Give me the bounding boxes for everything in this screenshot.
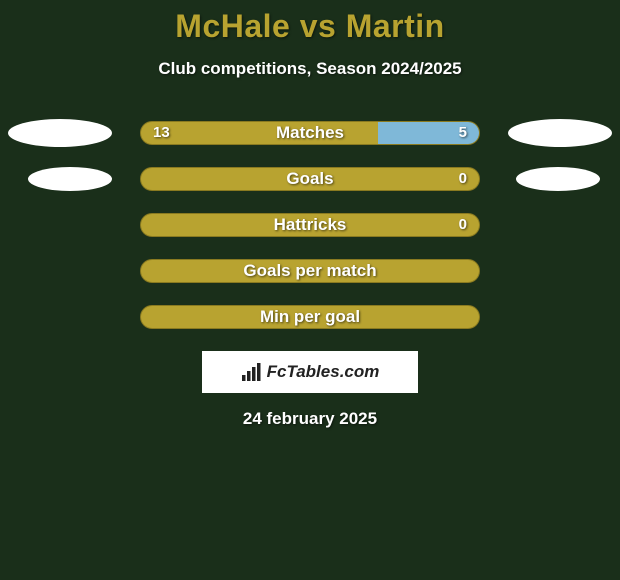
subtitle: Club competitions, Season 2024/2025 [0,59,620,79]
generated-date: 24 february 2025 [0,409,620,429]
stat-row-goals: Goals 0 [0,167,620,191]
source-logo-box: FcTables.com [202,351,418,393]
stat-bar: Goals 0 [140,167,480,191]
bars-icon [241,363,263,381]
player-left-avatar [8,119,112,147]
player-left-avatar [28,167,112,191]
bar-right-fill [469,214,479,236]
stats-area: 13 Matches 5 Goals 0 Hattricks [0,121,620,329]
page-title: McHale vs Martin [0,8,620,45]
stat-row-goals-per-match: Goals per match [0,259,620,283]
bar-left-fill [141,306,479,328]
bar-left-fill [141,122,378,144]
stat-bar: Min per goal [140,305,480,329]
bar-left-fill [141,214,469,236]
player-right-avatar [508,119,612,147]
stat-bar: 13 Matches 5 [140,121,480,145]
bar-left-fill [141,260,479,282]
comparison-card: McHale vs Martin Club competitions, Seas… [0,0,620,429]
stat-bar: Hattricks 0 [140,213,480,237]
bar-left-fill [141,168,469,190]
stat-row-matches: 13 Matches 5 [0,121,620,145]
player-right-avatar [516,167,600,191]
source-logo: FcTables.com [241,362,380,382]
bar-right-fill [469,168,479,190]
bar-right-fill [378,122,479,144]
stat-bar: Goals per match [140,259,480,283]
source-logo-text: FcTables.com [267,362,380,382]
stat-row-min-per-goal: Min per goal [0,305,620,329]
stat-row-hattricks: Hattricks 0 [0,213,620,237]
